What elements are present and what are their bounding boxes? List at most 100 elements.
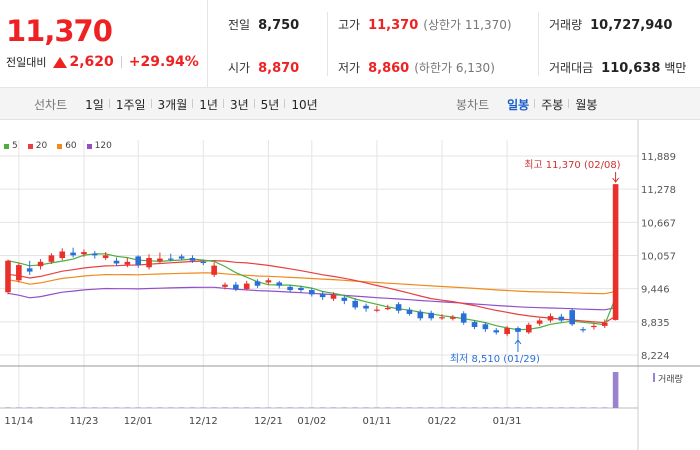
y-tick-label: 8,835 bbox=[641, 318, 670, 329]
volume-bar bbox=[5, 407, 11, 408]
legend-swatch bbox=[57, 143, 63, 149]
volume-bar bbox=[48, 407, 55, 408]
candle-body bbox=[16, 265, 22, 281]
candle-body bbox=[189, 258, 196, 261]
volume-legend-swatch bbox=[653, 373, 655, 382]
divider bbox=[327, 12, 328, 76]
legend-ma120: 120 bbox=[86, 141, 112, 151]
candle-body bbox=[92, 253, 98, 256]
volume-bar bbox=[135, 407, 141, 408]
volume-bar bbox=[330, 407, 337, 408]
candle-body bbox=[200, 261, 207, 264]
period-5y-tab[interactable]: 5년 bbox=[253, 96, 286, 113]
divider bbox=[120, 56, 122, 68]
x-tick-label: 11/23 bbox=[70, 416, 99, 427]
open-label: 시가 bbox=[228, 61, 251, 75]
low-label: 저가 bbox=[338, 61, 361, 75]
legend-swatch bbox=[27, 143, 33, 149]
lower-limit: (하한가 6,130) bbox=[414, 61, 495, 75]
candle-body bbox=[157, 258, 163, 262]
moving-average-legend: 5 20 60 120 bbox=[4, 141, 122, 151]
volume-bar bbox=[70, 407, 76, 408]
volume-bar bbox=[222, 407, 228, 408]
candle-body bbox=[612, 184, 619, 320]
volume-bar bbox=[526, 407, 532, 408]
candle-body bbox=[48, 255, 55, 262]
volume-bar bbox=[243, 407, 250, 408]
candle-body bbox=[287, 286, 293, 291]
volume-label: 거래량 bbox=[549, 18, 583, 32]
x-tick-label: 01/11 bbox=[362, 416, 391, 427]
legend-label: 60 bbox=[65, 141, 77, 151]
period-1y-tab[interactable]: 1년 bbox=[192, 96, 224, 113]
volume-bar bbox=[612, 372, 619, 408]
current-price: 11,370 bbox=[6, 14, 113, 48]
trade-value-label: 거래대금 bbox=[549, 61, 594, 75]
trade-value-unit: 백만 bbox=[664, 61, 687, 75]
y-tick-label: 11,889 bbox=[641, 152, 676, 163]
candle-body bbox=[70, 252, 76, 256]
candle-body bbox=[254, 281, 261, 286]
open-stat: 시가 8,870 bbox=[228, 59, 299, 76]
legend-ma60: 60 bbox=[57, 141, 77, 151]
period-3y-tab[interactable]: 3년 bbox=[222, 96, 255, 113]
volume-bar bbox=[406, 407, 413, 408]
change-amount: 2,620 bbox=[69, 54, 114, 70]
volume-bar bbox=[92, 407, 98, 408]
monthly-candle-tab[interactable]: 월봉 bbox=[568, 96, 603, 113]
candle-body bbox=[265, 280, 272, 283]
current-price-box: 11,370 전일대비 2,620 +29.94% bbox=[0, 0, 208, 88]
ma60-line bbox=[7, 272, 616, 295]
period-1w-tab[interactable]: 1주일 bbox=[108, 96, 152, 113]
daily-candle-tab[interactable]: 일봉 bbox=[507, 97, 530, 112]
high-stat: 고가 11,370 (상한가 11,370) bbox=[338, 16, 512, 33]
x-tick-label: 12/01 bbox=[124, 416, 153, 427]
candle-body bbox=[580, 329, 586, 331]
candle-body bbox=[428, 312, 434, 319]
candle-chart-title: 봉차트 bbox=[456, 97, 490, 112]
volume-bar bbox=[26, 407, 33, 408]
volume-bar bbox=[189, 407, 196, 408]
candle-body bbox=[450, 317, 456, 319]
weekly-candle-tab[interactable]: 주봉 bbox=[534, 96, 569, 113]
candle-body bbox=[558, 316, 565, 321]
volume-bar bbox=[493, 407, 500, 408]
period-3m-tab[interactable]: 3개월 bbox=[150, 96, 194, 113]
volume-bar bbox=[265, 407, 272, 408]
x-tick-label: 11/14 bbox=[4, 416, 33, 427]
volume-bar bbox=[113, 407, 120, 408]
candle-body bbox=[471, 322, 478, 327]
prev-close-stat: 전일 8,750 bbox=[228, 16, 299, 33]
candle-body bbox=[26, 268, 33, 272]
candle-body bbox=[167, 258, 174, 260]
high-value: 11,370 bbox=[368, 18, 419, 33]
candle-body bbox=[178, 256, 185, 259]
prev-close-value: 8,750 bbox=[258, 18, 300, 33]
candle-body bbox=[526, 324, 532, 333]
period-10y-tab[interactable]: 10년 bbox=[284, 96, 323, 113]
volume-bar bbox=[536, 407, 543, 408]
candle-body bbox=[211, 265, 217, 275]
upper-limit: (상한가 11,370) bbox=[423, 18, 512, 32]
y-tick-label: 10,667 bbox=[641, 218, 676, 229]
volume-bar bbox=[569, 407, 575, 408]
trade-value-value: 110,638 bbox=[601, 61, 661, 76]
candle-periods: 봉차트 일봉 주봉 월봉 bbox=[456, 88, 603, 120]
change-label: 전일대비 bbox=[6, 56, 47, 69]
volume-bar bbox=[352, 407, 358, 408]
volume-bar bbox=[167, 407, 174, 408]
candle-body bbox=[298, 287, 304, 291]
candlestick-chart: 11,889 11,278 10,667 10,057 9,446 8,835 8,224 1… bbox=[0, 120, 700, 450]
candle-body bbox=[363, 305, 369, 309]
volume-stat: 거래량 10,727,940 bbox=[549, 16, 672, 33]
candle-body bbox=[59, 251, 66, 259]
candle-body bbox=[341, 297, 348, 301]
candle-body bbox=[601, 322, 608, 326]
candle-body bbox=[330, 294, 337, 299]
low-annotation: 최저 8,510 (01/29) bbox=[450, 353, 540, 365]
up-arrow-icon bbox=[53, 56, 68, 68]
volume-bar bbox=[417, 407, 424, 408]
period-1d-tab[interactable]: 1일 bbox=[85, 97, 104, 112]
candle-body bbox=[493, 330, 500, 333]
legend-swatch bbox=[4, 143, 9, 149]
